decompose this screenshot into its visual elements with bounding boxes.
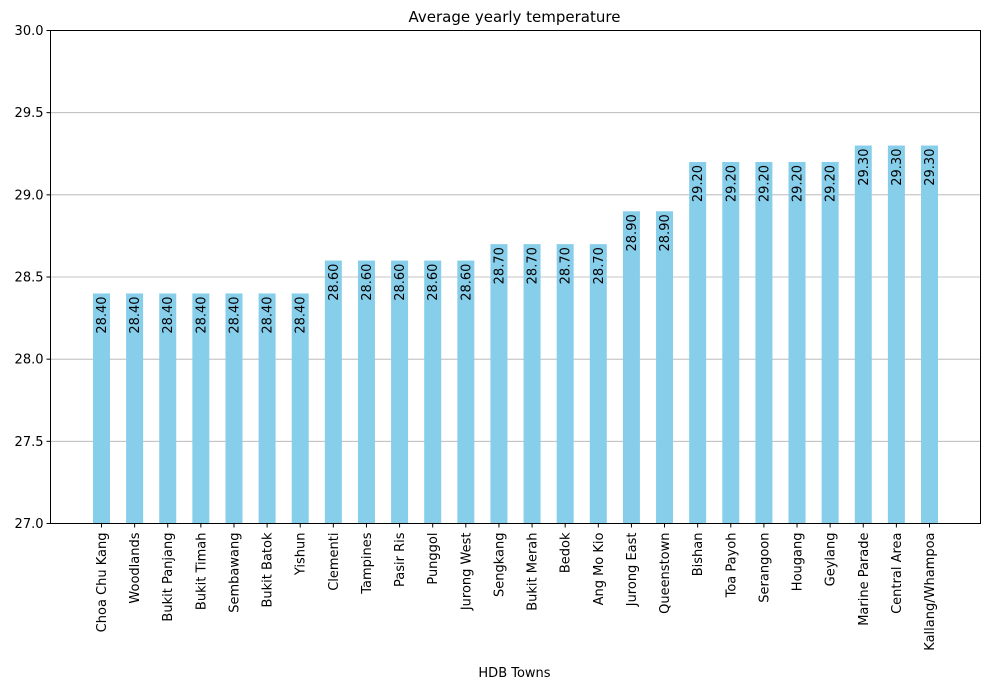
bar xyxy=(291,293,309,524)
x-tick-label: Punggol xyxy=(426,533,441,585)
x-tick-label: Woodlands xyxy=(128,532,143,603)
x-tick-label: Clementi xyxy=(327,533,342,591)
bar-value-label: 28.70 xyxy=(592,247,607,284)
bar-value-label: 28.90 xyxy=(658,214,673,251)
bar xyxy=(490,244,508,524)
x-tick-label: Serangoon xyxy=(757,533,772,603)
bar-value-label: 29.20 xyxy=(791,165,806,202)
y-tick-label: 29.5 xyxy=(15,106,44,121)
bar xyxy=(887,145,905,524)
bar-value-label: 28.90 xyxy=(625,214,640,251)
bar xyxy=(457,260,475,524)
x-tick-label: Sengkang xyxy=(492,533,507,598)
y-tick-label: 30.0 xyxy=(15,24,44,39)
bar-value-label: 28.40 xyxy=(128,296,143,333)
bar-value-label: 29.30 xyxy=(923,149,938,186)
x-tick-label: Bukit Batok xyxy=(261,532,276,607)
grid-lines xyxy=(50,112,981,442)
bar xyxy=(689,161,707,524)
bar-value-label: 28.40 xyxy=(194,296,209,333)
bar-value-label: 28.60 xyxy=(459,264,474,301)
bar-value-label: 28.70 xyxy=(526,247,541,284)
bar-value-label: 28.60 xyxy=(360,264,375,301)
bar xyxy=(821,161,839,524)
bar xyxy=(192,293,210,524)
x-axis: Choa Chu Kang Woodlands Bukit Panjang Bukit… xyxy=(95,523,938,651)
bar-value-label: 29.20 xyxy=(724,165,739,202)
bar-value-label: 28.40 xyxy=(95,296,110,333)
y-tick-label: 29.0 xyxy=(15,188,44,203)
y-tick-label: 28.0 xyxy=(15,353,44,368)
bar xyxy=(258,293,276,524)
x-tick-label: Ang Mo Kio xyxy=(592,532,607,605)
bar xyxy=(391,260,409,524)
x-tick-label: Pasir Ris xyxy=(393,532,408,587)
bar-value-label: 28.60 xyxy=(426,264,441,301)
bar xyxy=(755,161,773,524)
x-tick-label: Jurong East xyxy=(625,533,640,608)
x-tick-label: Queenstown xyxy=(658,533,673,614)
bar xyxy=(622,211,640,524)
x-tick-label: Bedok xyxy=(559,532,574,573)
bar-value-label: 29.30 xyxy=(857,149,872,186)
bar-value-label: 29.20 xyxy=(691,165,706,202)
bar xyxy=(357,260,375,524)
bar xyxy=(556,244,574,524)
bar xyxy=(126,293,144,524)
bar xyxy=(225,293,243,524)
bar-value-label: 28.70 xyxy=(559,247,574,284)
bar xyxy=(324,260,342,524)
x-tick-label: Bukit Timah xyxy=(194,533,209,611)
x-tick-label: Tampines xyxy=(360,532,375,595)
bar-value-label: 28.40 xyxy=(227,296,242,333)
bar xyxy=(93,293,110,524)
bar-value-label: 28.40 xyxy=(294,296,309,333)
bar-value-label: 28.70 xyxy=(492,247,507,284)
y-axis: 27.0 27.5 28.0 28.5 29.0 29.5 30.0 xyxy=(15,24,51,532)
x-axis-label: HDB Towns xyxy=(478,666,550,681)
x-tick-label: Hougang xyxy=(791,533,806,592)
x-tick-label: Bukit Merah xyxy=(526,533,541,611)
x-tick-label: Sembawang xyxy=(227,533,242,613)
data-labels: 28.40 28.40 28.40 28.40 28.40 28.40 28.40 28.60… xyxy=(95,149,938,334)
bar xyxy=(656,211,674,524)
bar-value-label: 28.40 xyxy=(161,296,176,333)
bar xyxy=(788,161,806,524)
bar-value-label: 29.20 xyxy=(824,165,839,202)
bar-value-label: 28.60 xyxy=(327,264,342,301)
bar-value-label: 28.60 xyxy=(393,264,408,301)
bar xyxy=(854,145,872,524)
y-tick-label: 27.5 xyxy=(15,435,44,450)
bar xyxy=(159,293,177,524)
chart-title: Average yearly temperature xyxy=(409,8,621,26)
x-tick-label: Yishun xyxy=(294,533,309,577)
bar xyxy=(722,161,740,524)
bar xyxy=(921,145,938,524)
x-tick-label: Geylang xyxy=(824,533,839,587)
bars xyxy=(93,145,938,524)
x-tick-label: Kallang/Whampoa xyxy=(923,533,938,651)
x-tick-label: Toa Payoh xyxy=(724,533,739,599)
bar-value-label: 29.20 xyxy=(757,165,772,202)
bar xyxy=(523,244,541,524)
y-tick-label: 28.5 xyxy=(15,271,44,286)
bar-value-label: 29.30 xyxy=(890,149,905,186)
y-tick-label: 27.0 xyxy=(15,517,44,532)
bar xyxy=(589,244,607,524)
x-tick-label: Bishan xyxy=(691,533,706,577)
x-tick-label: Bukit Panjang xyxy=(161,533,176,622)
x-tick-label: Marine Parade xyxy=(857,533,872,626)
bar-value-label: 28.40 xyxy=(261,296,276,333)
x-tick-label: Choa Chu Kang xyxy=(95,533,110,633)
x-tick-label: Central Area xyxy=(890,533,905,614)
bar xyxy=(424,260,442,524)
x-tick-label: Jurong West xyxy=(459,533,474,612)
